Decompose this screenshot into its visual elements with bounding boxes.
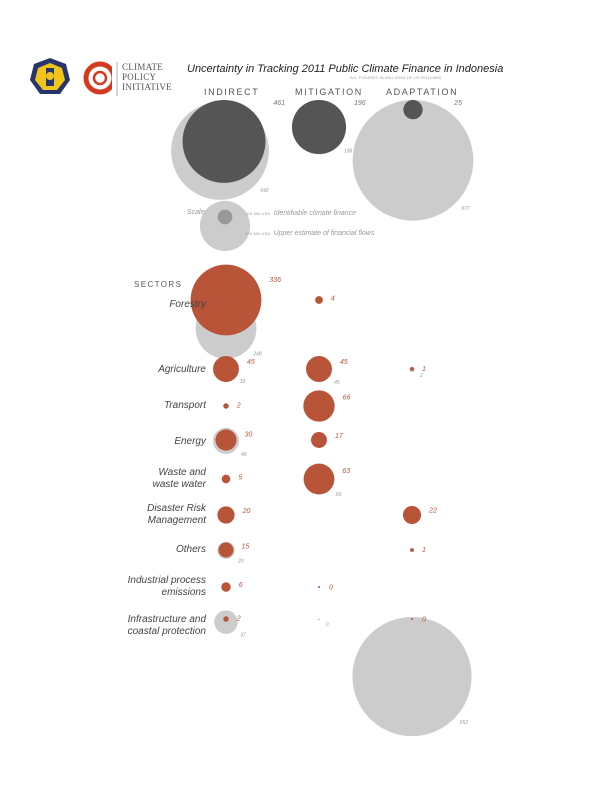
sector-label-agriculture: Agriculture (158, 364, 206, 375)
sector-agriculture-indirect-upper-label: 33 (240, 379, 246, 385)
total-indirect-upper-label: 642 (260, 188, 269, 194)
sector-infrastructure-and-coastal-protection-indirect-identifiable-label: 2 (236, 615, 241, 622)
scale-upper-value: 300 MN USD (245, 231, 271, 236)
sector-label-transport: Transport (163, 400, 206, 411)
total-mitigation-identifiable (291, 100, 347, 155)
scale-upper: 300 MN USD Upper estimate of financial fl… (245, 230, 374, 237)
total-mitigation-upper-label: 198 (344, 149, 353, 155)
sector-forestry-mitigation-identifiable (315, 296, 323, 304)
sector-forestry-mitigation-identifiable-label: 4 (331, 296, 335, 303)
sector-disaster-risk-management-indirect-identifiable (217, 506, 235, 524)
sector-industrial-process-emissions-mitigation-identifiable (318, 586, 320, 588)
sector-forestry-indirect-upper-label: 248 (252, 352, 262, 358)
sector-disaster-risk-management-indirect-identifiable-label: 20 (242, 508, 251, 515)
scale-upper-circle (199, 200, 251, 252)
total-adaptation-upper (352, 100, 474, 221)
sector-label-infrastructure: Infrastructure and coastal protection (127, 614, 206, 637)
sector-label-disaster-risk: Disaster Risk Management (147, 503, 206, 526)
chart-subtitle: ALL FIGURES IN MILLIONS OF US DOLLARS (350, 75, 442, 80)
sector-disaster-risk-management-adaptation-identifiable-label: 22 (428, 508, 437, 515)
sector-label-others: Others (175, 544, 206, 555)
sector-label-forestry: Forestry (169, 299, 206, 310)
sector-industrial-process-emissions-indirect-identifiable (221, 582, 231, 592)
sector-waste-and-waste-water-indirect-identifiable-label: 5 (238, 474, 242, 481)
sector-infrastructure-and-coastal-protection-indirect-identifiable (223, 616, 229, 622)
sector-others-indirect-upper-label: 20 (237, 558, 244, 564)
total-indirect-identifiable (182, 100, 266, 183)
sector-others-adaptation-identifiable-label: 1 (422, 547, 426, 554)
sector-label-industrial: Industrial process emissions (127, 575, 206, 598)
scale-identifiable-value: 100 MN USD (245, 211, 271, 216)
sector-agriculture-adaptation-identifiable-label: 1 (422, 366, 426, 373)
sector-energy-mitigation-identifiable (311, 432, 327, 448)
sector-agriculture-indirect-identifiable (213, 356, 239, 382)
total-indirect-identifiable-label: 461 (273, 100, 285, 107)
sector-label-waste: Waste and waste water (152, 467, 206, 490)
sector-transport-mitigation-identifiable-label: 66 (343, 395, 351, 402)
sector-waste-and-waste-water-mitigation-identifiable (303, 463, 335, 495)
sector-waste-and-waste-water-mitigation-upper-label: 65 (336, 492, 342, 498)
sector-infrastructure-and-coastal-protection-adaptation-upper-label: 952 (460, 720, 469, 726)
total-mitigation-identifiable-label: 196 (354, 100, 366, 107)
sector-forestry-indirect-identifiable-label: 336 (269, 277, 281, 284)
climate-policy-initiative-logo-icon (83, 61, 118, 96)
scale-identifiable-label: Identifiable climate finance (273, 210, 357, 217)
sector-agriculture-mitigation-upper-label: 45 (334, 380, 340, 386)
sector-disaster-risk-management-adaptation-identifiable (402, 505, 422, 525)
sector-transport-mitigation-identifiable (303, 390, 335, 422)
bubbles-layer: 4616421961982597733624844533454512266304… (171, 100, 474, 737)
sector-energy-indirect-identifiable (215, 429, 237, 451)
org-name-line-3: INITIATIVE (122, 82, 172, 92)
sector-infrastructure-and-coastal-protection-indirect-upper (214, 610, 238, 634)
sector-infrastructure-and-coastal-protection-adaptation-upper (352, 617, 472, 737)
sector-energy-indirect-identifiable-label: 30 (245, 432, 253, 439)
ministry-emblem-icon (30, 58, 70, 94)
sector-others-indirect-identifiable-label: 15 (241, 544, 249, 551)
sector-others-indirect-identifiable (218, 542, 234, 558)
sector-transport-indirect-identifiable-label: 2 (236, 402, 241, 409)
column-header-mitigation: MITIGATION (295, 87, 363, 97)
sector-others-adaptation-identifiable (410, 548, 414, 552)
sector-agriculture-indirect-identifiable-label: 45 (247, 359, 255, 366)
sector-waste-and-waste-water-indirect-identifiable (221, 474, 231, 484)
scale-upper-label: Upper estimate of financial flows (273, 230, 375, 237)
sector-agriculture-mitigation-identifiable (306, 356, 332, 382)
chart-title: Uncertainty in Tracking 2011 Public Clim… (187, 63, 504, 75)
column-header-adaptation: ADAPTATION (386, 87, 459, 97)
sector-agriculture-adaptation-upper-label: 2 (419, 373, 423, 379)
org-name-line-1: CLIMATE (122, 62, 164, 72)
sector-energy-mitigation-identifiable-label: 17 (335, 433, 344, 440)
sector-infrastructure-and-coastal-protection-mitigation-upper-label: 0 (326, 622, 329, 628)
sector-energy-indirect-upper-label: 46 (241, 452, 247, 458)
sector-forestry-indirect-identifiable (190, 264, 262, 336)
scale-identifiable-circle (217, 209, 233, 225)
scale-identifiable: 100 MN USD Identifiable climate finance (245, 210, 356, 217)
sector-infrastructure-and-coastal-protection-adaptation-identifiable (411, 618, 413, 620)
total-adaptation-identifiable-label: 25 (453, 100, 462, 107)
org-name: CLIMATE POLICY INITIATIVE (122, 62, 172, 92)
sector-waste-and-waste-water-mitigation-identifiable-label: 63 (342, 468, 350, 475)
sector-industrial-process-emissions-mitigation-identifiable-label: 0 (329, 584, 333, 591)
sector-agriculture-adaptation-identifiable (410, 367, 414, 371)
column-header-indirect: INDIRECT (204, 87, 260, 97)
scale-title: Scale: (187, 209, 207, 216)
total-adaptation-identifiable (403, 100, 423, 120)
sector-industrial-process-emissions-indirect-identifiable-label: 6 (239, 582, 243, 589)
sectors-heading: SECTORS (134, 280, 183, 289)
sector-label-energy: Energy (174, 436, 206, 447)
total-adaptation-upper-label: 977 (461, 206, 470, 212)
sector-transport-indirect-identifiable (223, 403, 229, 409)
sector-infrastructure-and-coastal-protection-indirect-upper-label: 37 (240, 632, 246, 638)
sector-infrastructure-and-coastal-protection-mitigation-upper (318, 618, 320, 621)
sector-agriculture-mitigation-identifiable-label: 45 (340, 359, 348, 366)
org-name-line-2: POLICY (122, 72, 157, 82)
sector-infrastructure-and-coastal-protection-adaptation-identifiable-label: 0 (422, 616, 426, 623)
